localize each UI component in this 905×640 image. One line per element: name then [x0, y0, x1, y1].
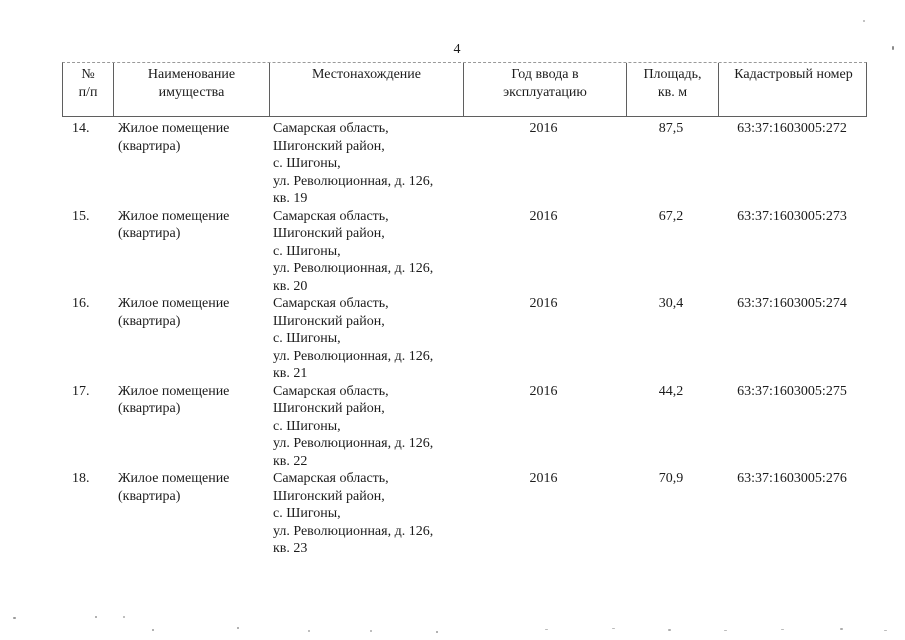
cell-area: 70,9	[658, 471, 684, 486]
cell-location: Самарская область, Шигонский район, с. Ш…	[273, 296, 434, 381]
header-cell-year: Год ввода в эксплуатацию	[463, 63, 626, 116]
cell-cadastral: 63:37:1603005:275	[737, 383, 847, 399]
table-row: 14. Жилое помещение (квартира) Самарская…	[62, 120, 867, 208]
property-table: № п/п Наименование имущества Местонахожд…	[62, 62, 867, 558]
cell-year: 2016	[529, 296, 558, 311]
cell-area: 44,2	[658, 383, 684, 399]
cell-cadastral: 63:37:1603005:276	[737, 471, 847, 486]
table-row: 18. Жилое помещение (квартира) Самарская…	[62, 470, 867, 558]
cell-year: 2016	[529, 208, 558, 224]
cell-num: 18.	[72, 471, 90, 486]
header-cell-name: Наименование имущества	[113, 63, 269, 116]
cell-year: 2016	[529, 121, 558, 136]
cell-cadastral: 63:37:1603005:274	[737, 296, 847, 311]
cell-location: Самарская область, Шигонский район, с. Ш…	[273, 383, 434, 469]
header-cell-cadastral: Кадастровый номер	[718, 63, 868, 116]
cell-name: Жилое помещение (квартира)	[118, 121, 230, 154]
cell-year: 2016	[529, 383, 558, 399]
cell-num: 15.	[72, 208, 90, 224]
table-row: 17. Жилое помещение (квартира) Самарская…	[62, 383, 867, 471]
header-cell-location: Местонахождение	[269, 63, 463, 116]
header-cell-area: Площадь, кв. м	[626, 63, 718, 116]
cell-location: Самарская область, Шигонский район, с. Ш…	[273, 471, 434, 556]
cell-area: 67,2	[658, 208, 684, 224]
cell-location: Самарская область, Шигонский район, с. Ш…	[273, 208, 434, 294]
cell-year: 2016	[529, 471, 558, 486]
cell-num: 17.	[72, 383, 90, 399]
cell-name: Жилое помещение (квартира)	[118, 471, 230, 504]
cell-location: Самарская область, Шигонский район, с. Ш…	[273, 121, 434, 206]
cell-area: 30,4	[658, 296, 684, 311]
table-row: 15. Жилое помещение (квартира) Самарская…	[62, 208, 867, 296]
cell-num: 14.	[72, 121, 90, 136]
page-number: 4	[453, 42, 461, 57]
cell-cadastral: 63:37:1603005:272	[737, 121, 847, 136]
cell-name: Жилое помещение (квартира)	[118, 383, 230, 417]
cell-cadastral: 63:37:1603005:273	[737, 208, 847, 224]
cell-area: 87,5	[658, 121, 684, 136]
table-header-row: № п/п Наименование имущества Местонахожд…	[62, 62, 867, 117]
table-row: 16. Жилое помещение (квартира) Самарская…	[62, 295, 867, 383]
table-body: 14. Жилое помещение (квартира) Самарская…	[62, 117, 867, 558]
cell-name: Жилое помещение (квартира)	[118, 296, 230, 329]
header-cell-num: № п/п	[78, 67, 98, 100]
cell-num: 16.	[72, 296, 90, 311]
cell-name: Жилое помещение (квартира)	[118, 208, 230, 242]
